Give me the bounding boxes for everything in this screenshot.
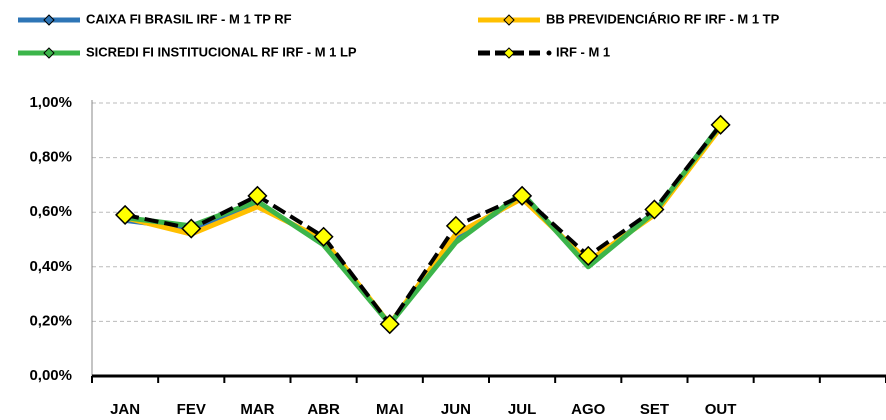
y-tick-label: 0,60% [29, 203, 72, 220]
legend-label: IRF - M 1 [556, 44, 610, 59]
x-tick-label: OUT [705, 401, 737, 418]
point-marker [115, 204, 136, 225]
point-marker [710, 114, 731, 135]
legend-marker [43, 47, 55, 59]
legend-marker [503, 14, 515, 26]
x-tick-label: JUL [508, 401, 536, 418]
point-marker [512, 185, 533, 206]
legend-label: BB PREVIDENCIÁRIO RF IRF - M 1 TP [546, 11, 780, 26]
point-marker [445, 215, 466, 236]
x-tick-label: MAR [240, 401, 274, 418]
x-tick-label: ABR [307, 401, 340, 418]
legend-marker [43, 14, 55, 26]
legend-label: SICREDI FI INSTITUCIONAL RF IRF - M 1 LP [86, 44, 357, 59]
point-marker [379, 314, 400, 335]
series-line [124, 123, 723, 327]
x-tick-label: AGO [571, 401, 606, 418]
y-tick-label: 0,80% [29, 149, 72, 166]
point-marker [313, 226, 334, 247]
legend-label: CAIXA FI BRASIL IRF - M 1 TP RF [86, 11, 292, 26]
x-tick-label: MAI [376, 401, 404, 418]
x-tick-label: SET [640, 401, 669, 418]
point-marker [247, 185, 268, 206]
x-tick-label: JAN [110, 401, 140, 418]
point-marker [181, 218, 202, 239]
legend-bullet [546, 50, 552, 56]
y-tick-label: 0,20% [29, 312, 72, 329]
x-tick-label: FEV [177, 401, 206, 418]
x-tick-label: JUN [441, 401, 471, 418]
point-marker [578, 245, 599, 266]
point-marker [644, 199, 665, 220]
y-tick-label: 1,00% [29, 94, 72, 111]
legend-marker [503, 47, 515, 59]
y-tick-label: 0,40% [29, 258, 72, 275]
y-tick-label: 0,00% [29, 367, 72, 384]
